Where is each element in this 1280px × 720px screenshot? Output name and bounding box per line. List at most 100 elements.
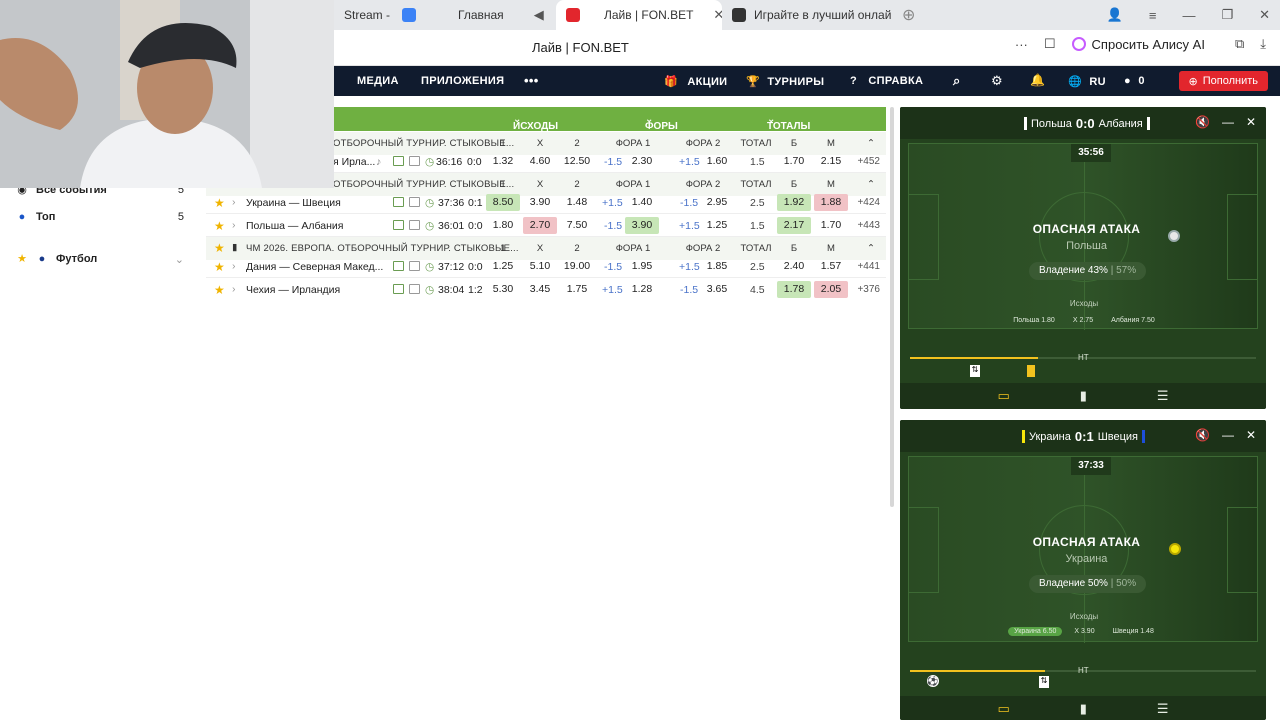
league-header[interactable]: ★ ▮ ЧМ 2026. ЕВРОПА. ОТБОРОЧНЫЙ ТУРНИР. … — [206, 237, 886, 260]
sidebar-item-football[interactable]: ★ ● Футбол ⌄ — [16, 249, 184, 269]
table-row[interactable]: я Ирла... ♪ ◷ 36:16 0:0 1.32 4.60 12.50 … — [206, 150, 886, 173]
browser-tab-home[interactable]: Главная ◀ — [392, 0, 556, 30]
field-view-icon[interactable]: ▭ — [997, 701, 1010, 716]
outcome-draw[interactable]: X 3.90 — [1074, 628, 1095, 635]
minimize-icon[interactable]: — — [1182, 7, 1196, 23]
handicap-1-odd[interactable]: 1.40 — [631, 196, 653, 208]
language-selector[interactable]: 🌐 RU — [1068, 75, 1106, 88]
browser-tab-fonbet[interactable]: Лайв | FON.BET ✕ — [556, 0, 722, 30]
odd-x[interactable]: 3.45 — [529, 283, 551, 295]
handicap-2-odd[interactable]: 2.95 — [706, 196, 728, 208]
handicap-2-odd[interactable]: 3.65 — [706, 283, 728, 295]
odd-x[interactable]: 2.70 — [523, 217, 557, 234]
close-window-icon[interactable]: ✕ — [1259, 7, 1270, 22]
stats-icon[interactable]: ▮ — [1079, 701, 1087, 716]
minimize-icon[interactable]: — — [1221, 428, 1234, 442]
outcome-home[interactable]: Польша 1.80 — [1013, 317, 1055, 324]
sound-icon[interactable]: ♪ — [376, 156, 382, 168]
over-odd[interactable]: 1.92 — [777, 194, 811, 211]
league-header[interactable]: ОТБОРОЧНЫЙ ТУРНИР. СТЫКОВЫЕ... 1 X 2 ФОР… — [206, 173, 886, 196]
menu-icon[interactable]: ≡ — [1148, 7, 1157, 23]
collapse-icon[interactable]: ⌃ — [867, 179, 875, 190]
group-totals[interactable]: ТОТАЛЫ ⌄ — [767, 114, 811, 132]
more-markets[interactable]: +452 — [857, 156, 880, 167]
handicap-2-odd[interactable]: 1.60 — [706, 155, 728, 167]
table-row[interactable]: ★ › Чехия — Ирландия ◷ 38:04 1:2 5.30 3.… — [206, 278, 886, 301]
table-row[interactable]: ★ › Польша — Албания ◷ 36:01 0:0 1.80 2.… — [206, 214, 886, 237]
favorite-star-icon[interactable]: ★ — [214, 283, 225, 297]
field-icon[interactable] — [393, 284, 404, 294]
expand-icon[interactable]: › — [232, 260, 236, 272]
over-odd[interactable]: 1.70 — [783, 155, 805, 167]
browser-tab-stream[interactable]: Stream - Kic — [334, 0, 392, 30]
odd-1[interactable]: 1.80 — [492, 219, 514, 231]
group-outcomes[interactable]: ИСХОДЫ ⌄ — [513, 114, 558, 132]
odd-2[interactable]: 1.48 — [566, 196, 588, 208]
event-name[interactable]: Польша — Албания — [246, 220, 344, 232]
under-odd[interactable]: 2.15 — [820, 155, 842, 167]
handicap-1-odd[interactable]: 2.30 — [631, 155, 653, 167]
extensions-icon[interactable]: ⧉ — [1234, 36, 1245, 51]
favorite-star-icon[interactable]: ★ — [214, 241, 225, 255]
odd-x[interactable]: 3.90 — [529, 196, 551, 208]
odd-2[interactable]: 7.50 — [566, 219, 588, 231]
nav-media[interactable]: МЕДИА — [357, 75, 399, 87]
expand-icon[interactable]: › — [232, 219, 236, 231]
browser-tab-game[interactable]: Играйте в лучший онлайн — [722, 0, 892, 30]
odd-1[interactable]: 5.30 — [492, 283, 514, 295]
more-markets[interactable]: +443 — [857, 220, 880, 231]
more-markets[interactable]: +441 — [857, 261, 880, 272]
nav-more[interactable]: ••• — [524, 73, 539, 88]
odd-1[interactable]: 8.50 — [486, 194, 520, 211]
outcome-home[interactable]: Украина 6.50 — [1008, 627, 1063, 636]
favorite-star-icon[interactable]: ★ — [214, 260, 225, 274]
odd-2[interactable]: 12.50 — [563, 155, 591, 167]
expand-icon[interactable]: › — [232, 196, 236, 208]
handicap-2-odd[interactable]: 1.85 — [706, 260, 728, 272]
favorite-star-icon[interactable]: ★ — [214, 219, 225, 233]
stats-icon[interactable] — [409, 261, 420, 271]
nav-apps[interactable]: ПРИЛОЖЕНИЯ — [421, 75, 505, 87]
odd-1[interactable]: 1.25 — [492, 260, 514, 272]
new-tab-button[interactable]: ⊕ — [902, 7, 916, 24]
mute-icon[interactable]: 🔇 — [1194, 428, 1210, 442]
group-handicaps[interactable]: ФОРЫ ⌄ — [645, 114, 678, 132]
event-name[interactable]: я Ирла... — [333, 156, 376, 168]
event-name[interactable]: Дания — Северная Макед... — [246, 261, 384, 273]
table-row[interactable]: ★ › Дания — Северная Макед... ◷ 37:12 0:… — [206, 255, 886, 278]
star-icon[interactable]: ★ — [17, 253, 27, 265]
table-row[interactable]: ★ › Украина — Швеция ◷ 37:36 0:1 8.50 3.… — [206, 191, 886, 214]
settings-icon[interactable]: ⚙ — [991, 73, 1003, 88]
deposit-button[interactable]: ⊕ Пополнить — [1178, 71, 1268, 91]
odd-2[interactable]: 19.00 — [563, 260, 591, 272]
event-name[interactable]: Чехия — Ирландия — [246, 284, 341, 296]
more-icon[interactable]: ··· — [1014, 36, 1028, 52]
handicap-1-odd[interactable]: 1.28 — [631, 283, 653, 295]
stats-icon[interactable] — [409, 156, 420, 166]
more-markets[interactable]: +424 — [857, 197, 880, 208]
close-icon[interactable]: ✕ — [1245, 428, 1256, 442]
under-odd[interactable]: 1.70 — [820, 219, 842, 231]
restore-icon[interactable]: ❐ — [1221, 7, 1234, 22]
odd-2[interactable]: 1.75 — [566, 283, 588, 295]
over-odd[interactable]: 2.40 — [783, 260, 805, 272]
handicap-1-odd[interactable]: 3.90 — [625, 217, 659, 234]
stats-icon[interactable] — [409, 220, 420, 230]
nav-help[interactable]: ? СПРАВКА — [850, 75, 923, 87]
more-markets[interactable]: +376 — [857, 284, 880, 295]
minimize-icon[interactable]: — — [1221, 115, 1234, 129]
close-icon[interactable]: ✕ — [1245, 115, 1256, 129]
stats-icon[interactable] — [409, 197, 420, 207]
outcome-away[interactable]: Албания 7.50 — [1111, 317, 1155, 324]
under-odd[interactable]: 2.05 — [814, 281, 848, 298]
collapse-icon[interactable]: ⌃ — [867, 243, 875, 254]
league-header[interactable]: ОТБОРОЧНЫЙ ТУРНИР. СТЫКОВЫЕ... 1 X 2 ФОР… — [206, 132, 886, 155]
list-icon[interactable]: ☰ — [1156, 388, 1169, 403]
alice-button[interactable]: Спросить Алису AI — [1071, 37, 1205, 52]
over-odd[interactable]: 2.17 — [777, 217, 811, 234]
under-odd[interactable]: 1.88 — [814, 194, 848, 211]
under-odd[interactable]: 1.57 — [820, 260, 842, 272]
odd-x[interactable]: 5.10 — [529, 260, 551, 272]
stats-icon[interactable] — [409, 284, 420, 294]
outcome-away[interactable]: Швеция 1.48 — [1112, 628, 1154, 635]
